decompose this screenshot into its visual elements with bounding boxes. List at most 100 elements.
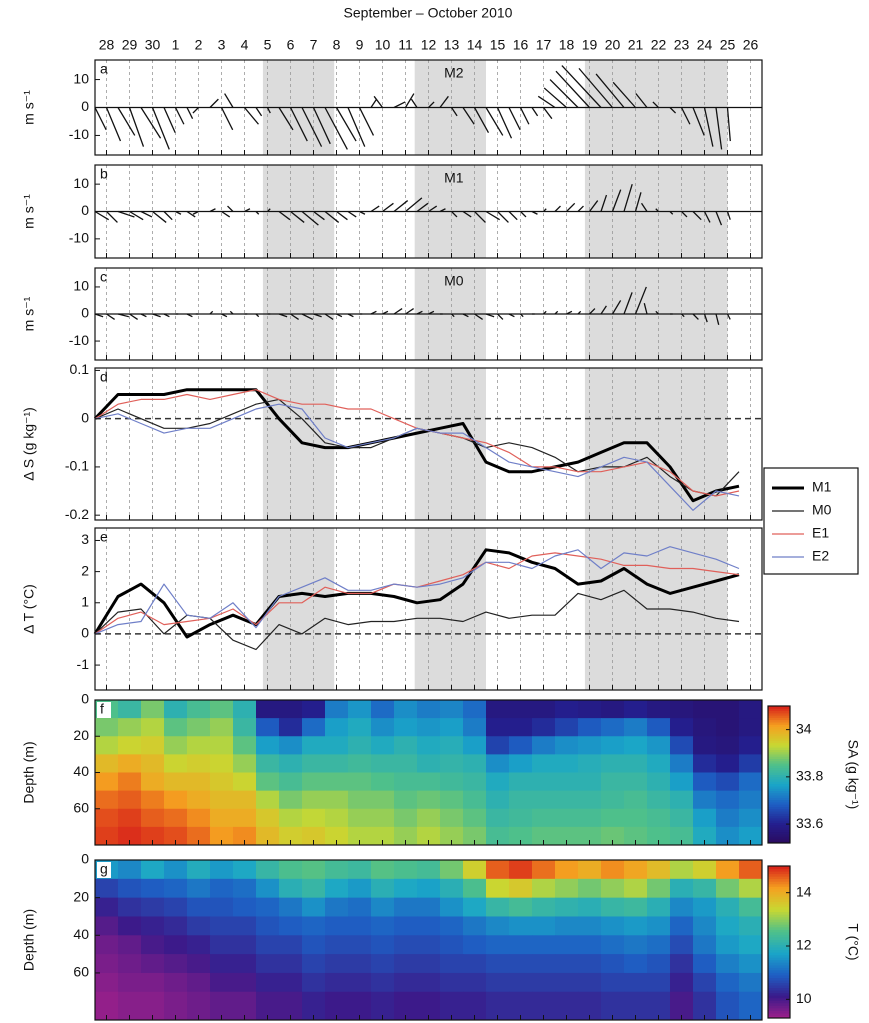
heatmap-cell [118, 916, 142, 936]
wind-stick [227, 205, 234, 212]
wind-stick [655, 208, 659, 212]
colorbar-swatch [768, 712, 790, 716]
wind-stick [94, 107, 107, 131]
y-tick-label: 0 [81, 409, 89, 425]
heatmap-cell [509, 808, 533, 828]
colorbar-label: SA (g kg⁻¹) [845, 740, 861, 810]
colorbar-swatch [768, 947, 790, 951]
colorbar-swatch [768, 990, 790, 994]
wind-stick [577, 205, 584, 212]
colorbar-swatch [768, 740, 790, 744]
heatmap-cell [624, 808, 648, 828]
colorbar-swatch [768, 827, 790, 830]
heatmap-cell [463, 972, 487, 993]
x-tick-label: 17 [536, 37, 552, 53]
heatmap-cell [463, 826, 487, 846]
heatmap-cell [256, 754, 280, 773]
heatmap-cell [578, 860, 602, 880]
colorbar-swatch [768, 944, 790, 948]
heatmap-cell [394, 700, 418, 719]
colorbar-swatch [768, 939, 790, 943]
heatmap-cell [164, 700, 188, 719]
heatmap-cell [601, 826, 625, 846]
heatmap-cell [647, 860, 671, 880]
heatmap-cell [210, 826, 234, 846]
y-tick-label: 10 [73, 70, 89, 86]
wind-stick [336, 313, 343, 318]
wind-stick [324, 210, 340, 223]
heatmap-cell [670, 878, 694, 899]
heatmap-cell [739, 754, 763, 773]
wind-stick [278, 210, 291, 221]
heatmap-cell [256, 991, 280, 1021]
heatmap-cell [578, 972, 602, 993]
heatmap-cell [256, 916, 280, 936]
y-tick-label: 10 [73, 175, 89, 191]
y-tick-label: 0 [81, 305, 89, 321]
wind-stick [496, 107, 513, 139]
heatmap-cell [95, 897, 119, 917]
colorbar-swatch [768, 866, 790, 870]
wind-stick [382, 310, 389, 315]
y-axis-label: Δ S (g kg⁻¹) [21, 407, 37, 481]
heatmap-cell [601, 736, 625, 755]
wind-stick [450, 107, 458, 117]
heatmap-cell [739, 897, 763, 917]
colorbar-swatch [768, 931, 790, 935]
heatmap-cell [716, 860, 740, 880]
heatmap-cell [394, 736, 418, 755]
shaded-period [262, 528, 335, 690]
x-tick-label: 20 [605, 37, 621, 53]
heatmap-cell [624, 878, 648, 899]
heatmap-cell [509, 826, 533, 846]
colorbar-swatch [768, 785, 790, 789]
heatmap-cell [440, 954, 464, 974]
colorbar-swatch [768, 801, 790, 805]
wind-stick [324, 107, 348, 150]
heatmap-cell [348, 826, 372, 846]
heatmap-cell [693, 736, 717, 755]
wind-stick [428, 205, 438, 213]
panel-annotation: M2 [444, 65, 464, 81]
wind-stick [163, 313, 170, 318]
colorbar-swatch [768, 721, 790, 725]
heatmap-cell [578, 736, 602, 755]
colorbar-swatch [768, 883, 790, 887]
shaded-period [414, 528, 486, 690]
heatmap-cell [463, 878, 487, 899]
wind-stick [416, 310, 423, 315]
heatmap-cell [141, 954, 165, 974]
colorbar-swatch [768, 876, 790, 880]
y-tick-label: 0.1 [70, 361, 90, 377]
colorbar-swatch [768, 977, 790, 981]
heatmap-cell [371, 754, 395, 773]
colorbar-swatch [768, 888, 790, 892]
heatmap-cell [325, 790, 349, 810]
heatmap-cell [279, 935, 303, 955]
wind-stick [220, 107, 234, 131]
colorbar-swatch [768, 982, 790, 986]
wind-stick [703, 313, 708, 323]
y-tick-label: -10 [69, 230, 89, 246]
heatmap-cell [187, 935, 211, 955]
heatmap-cell [624, 897, 648, 917]
heatmap-cell [601, 897, 625, 917]
colorbar-swatch [768, 916, 790, 920]
colorbar-swatch [768, 747, 790, 750]
heatmap-cell [210, 754, 234, 773]
heatmap-cell [739, 954, 763, 974]
heatmap-cell [417, 972, 441, 993]
heatmap-cell [486, 972, 510, 993]
colorbar-swatch [768, 873, 790, 877]
wind-stick [347, 210, 357, 218]
heatmap-cell [417, 897, 441, 917]
wind-stick [140, 313, 147, 318]
heatmap-cell [256, 826, 280, 846]
heatmap-cell [348, 935, 372, 955]
heatmap-cell [394, 954, 418, 974]
wind-stick [542, 107, 553, 120]
heatmap-cell [532, 700, 556, 719]
colorbar-swatch [768, 924, 790, 928]
y-tick-label: 40 [73, 926, 89, 942]
wind-stick [589, 308, 596, 315]
